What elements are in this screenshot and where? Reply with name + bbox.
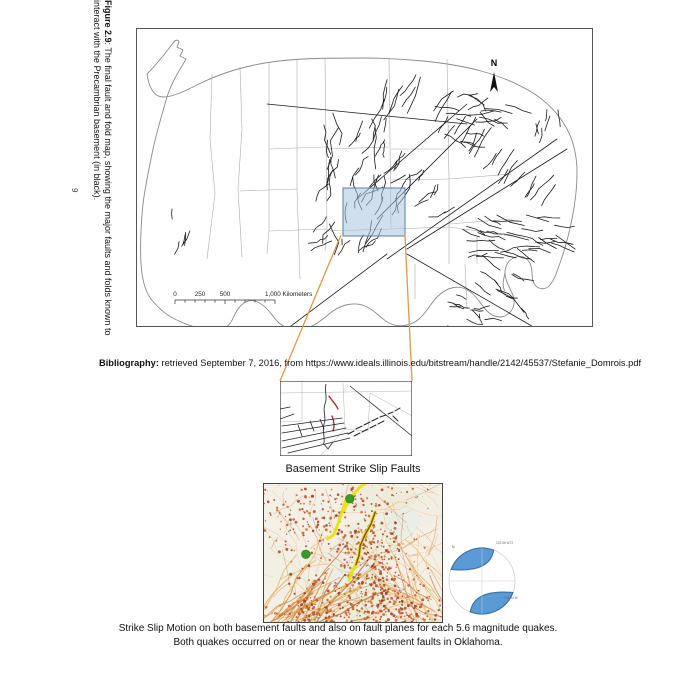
svg-text:N: N [452,545,455,549]
svg-text:250: 250 [195,291,206,298]
svg-text:1,000 Kilometers: 1,000 Kilometers [265,291,312,298]
svg-text:109.04 W: 109.04 W [504,596,518,600]
svg-text:500: 500 [220,291,231,298]
svg-text:122.66 W72: 122.66 W72 [496,541,513,545]
svg-text:0: 0 [173,291,177,298]
svg-text:N: N [491,58,498,68]
